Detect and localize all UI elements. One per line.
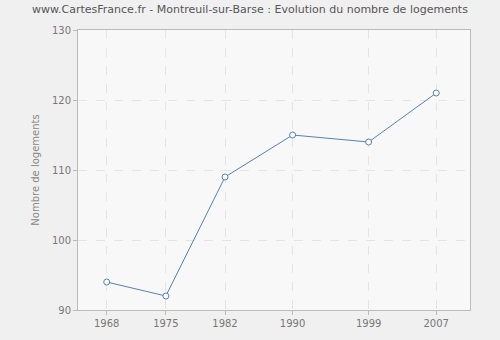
svg-text:90: 90: [58, 305, 71, 316]
svg-text:1999: 1999: [356, 318, 381, 329]
svg-text:130: 130: [52, 25, 71, 36]
svg-text:1968: 1968: [94, 318, 119, 329]
svg-text:110: 110: [52, 165, 71, 176]
svg-text:1975: 1975: [153, 318, 178, 329]
svg-text:www.CartesFrance.fr - Montreui: www.CartesFrance.fr - Montreuil-sur-Bars…: [32, 3, 468, 16]
svg-text:Nombre de logements: Nombre de logements: [30, 114, 41, 225]
svg-text:1982: 1982: [212, 318, 237, 329]
svg-text:120: 120: [52, 95, 71, 106]
svg-text:1990: 1990: [280, 318, 305, 329]
svg-text:100: 100: [52, 235, 71, 246]
svg-text:2007: 2007: [423, 318, 448, 329]
